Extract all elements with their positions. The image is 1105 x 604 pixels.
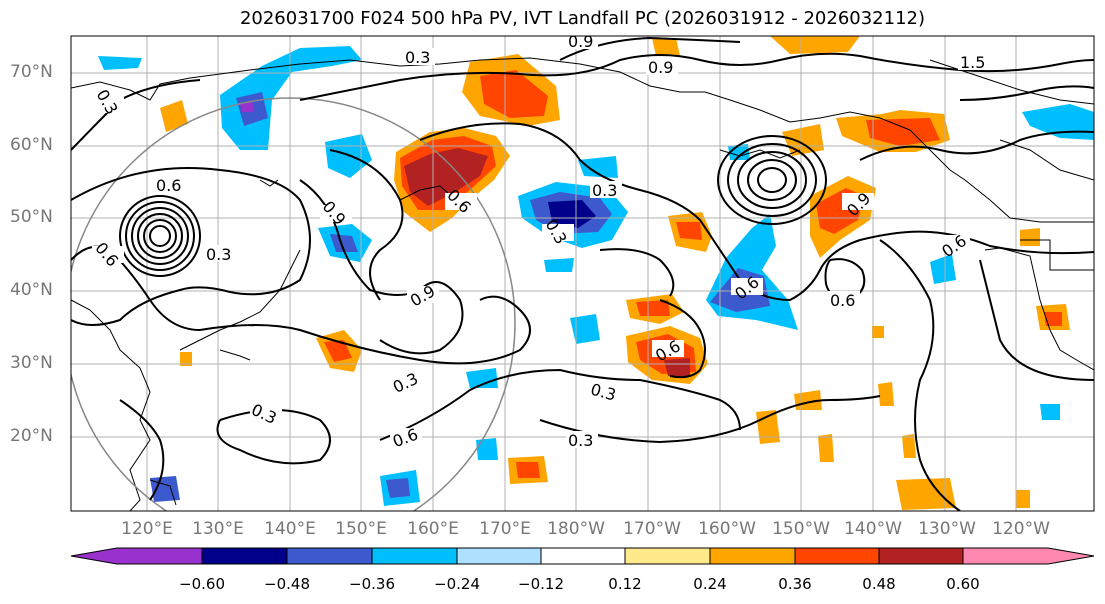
coastlines [71,57,1094,511]
lat-label: 70°N [10,62,53,82]
pos-anomaly-blob [1016,490,1030,508]
colorbar-tick-label: 0.60 [946,575,980,593]
neg-anomaly-blob [930,254,956,284]
colorbar-tick-label: −0.36 [349,575,395,593]
lon-label: 120°W [992,519,1050,539]
contour-label: 0.6 [830,291,855,310]
pos-anomaly-blob [818,434,834,462]
neg-anomaly-blob [330,234,358,252]
pos-anomaly-blob [872,326,884,338]
pos-anomaly-blob [1020,228,1040,246]
lon-label: 180°W [547,519,605,539]
colorbar-segment [710,548,795,564]
pos-anomaly-blob [516,462,540,478]
colorbar-tick-label: −0.24 [434,575,480,593]
colorbar-segment [202,548,287,564]
contour-label: 1.5 [960,53,985,72]
lat-label: 20°N [10,426,53,446]
colorbar-tick-label: −0.48 [264,575,310,593]
neg-anomaly-blob [150,476,180,502]
pos-anomaly-blob [636,300,670,316]
colorbar-outline [70,547,1095,565]
pos-anomaly-blob [480,70,548,118]
neg-anomaly-blob [466,368,498,388]
colorbar-tick-label: 0.12 [608,575,642,593]
neg-anomaly-blob [476,438,498,460]
colorbar-tick-label: 0.24 [693,575,727,593]
neg-anomaly-blob [220,46,362,150]
lon-label: 160°W [698,519,756,539]
lon-label: 170°W [623,519,681,539]
map-frame [70,35,1095,512]
colorbar-tick-label: −0.60 [179,575,225,593]
pos-anomaly-blob [652,38,680,56]
neg-anomaly-blob [578,156,618,178]
pos-anomaly-blob [1044,312,1062,326]
contour-label: 0.6 [156,176,181,195]
lon-label: 140°W [844,519,902,539]
contour-label: 0.3 [206,245,231,264]
pos-anomaly-blob [896,478,956,510]
colorbar-tick-label: 0.36 [778,575,812,593]
lon-label: 130°W [918,519,976,539]
colorbar-tick-label: −0.12 [518,575,564,593]
colorbar-segment [963,548,1048,564]
lon-label: 150°E [335,519,387,539]
neg-anomaly-blob [544,258,574,272]
pos-anomaly-blob [902,434,916,458]
gridlines [71,36,1094,511]
pos-anomaly-blob [770,36,860,54]
colorbar-tick-label: 0.48 [862,575,896,593]
lon-label: 140°E [264,519,316,539]
pos-anomaly-blob [866,118,940,146]
colorbar-segment [372,548,457,564]
colorbar-segment [1048,548,1094,564]
colorbar-segment [795,548,879,564]
neg-anomaly-blob [570,314,600,344]
pos-anomaly-blob [676,222,702,240]
map-title: 2026031700 F024 500 hPa PV, IVT Landfall… [239,8,926,29]
pos-anomaly-blob [324,340,352,362]
lat-label: 60°N [10,135,53,155]
pos-anomaly-blob [878,382,894,406]
colorbar-segment [879,548,963,564]
lon-label: 160°E [407,519,459,539]
colorbar-segment [287,548,372,564]
pos-anomaly-blob [160,100,188,132]
colorbar-segment [625,548,710,564]
colorbar-segment [71,548,117,564]
pos-anomaly-blob [180,352,192,366]
lon-label: 150°W [772,519,830,539]
colorbar-segment [541,548,625,564]
contour-label: 0.3 [568,431,593,450]
neg-anomaly-blob [386,478,410,498]
contour-label: 0.9 [648,58,673,77]
colorbar [70,547,1095,565]
contour-labels: 0.9 0.3 0.9 1.5 0.6 0.6 0.3 0.9 0.3 0.6 … [91,32,990,451]
contour-label: 0.3 [405,48,430,67]
lat-label: 30°N [10,353,53,373]
neg-anomaly-blob [548,200,596,228]
colorbar-segment [457,548,541,564]
lon-label: 130°E [192,519,244,539]
lon-label: 170°E [479,519,531,539]
neg-anomaly-blob [1040,404,1060,420]
pos-anomaly-blob [664,358,690,376]
pos-anomaly-blob [404,148,488,206]
lon-label: 120°E [121,519,173,539]
neg-anomaly-blob [98,56,142,70]
colorbar-segment [117,548,202,564]
contour-label: 0.3 [592,181,617,200]
contour-label: 0.9 [568,32,593,51]
lat-label: 40°N [10,280,53,300]
lat-label: 50°N [10,207,53,227]
reference-circle [71,97,516,511]
